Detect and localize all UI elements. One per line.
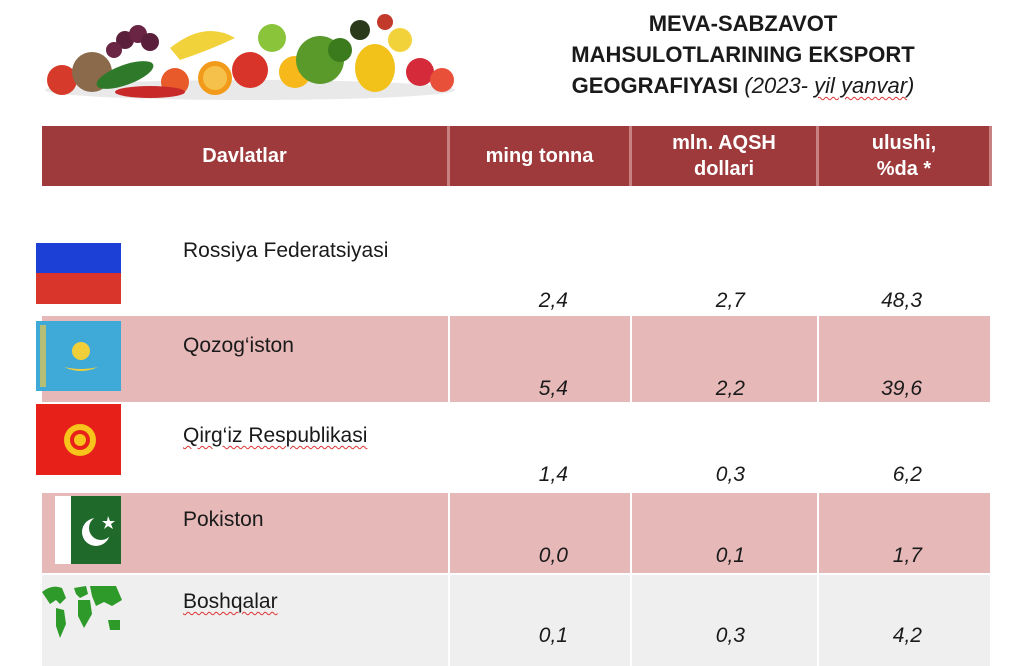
row-band-kazakhstan [42, 316, 990, 402]
tonnes-value: 1,4 [538, 463, 568, 486]
usd-value: 0,3 [715, 463, 745, 486]
share-value: 6,2 [892, 463, 922, 486]
row-band-others [42, 575, 990, 666]
share-value: 48,3 [881, 289, 922, 312]
header-usd: mln. AQSH dollari [632, 126, 819, 186]
share-value: 1,7 [892, 544, 922, 567]
title-date-close: ) [907, 73, 915, 98]
header-countries-label: Davlatlar [202, 145, 287, 167]
usd-value: 2,7 [715, 289, 745, 312]
title-line-1: MEVA-SABZAVOT [648, 11, 838, 36]
header-share-line2: %da * [876, 158, 932, 180]
pakistan-flag [55, 496, 121, 564]
tonnes-value: 5,4 [538, 377, 568, 400]
page-title: MEVA-SABZAVOT MAHSULOTLARINING EKSPORT G… [508, 8, 978, 101]
title-date: yil yanvar [814, 73, 908, 98]
share-value: 39,6 [881, 377, 922, 400]
header-share: ulushi, %da * [819, 126, 992, 186]
tonnes-value: 0,0 [538, 544, 568, 567]
column-divider [448, 316, 450, 666]
usd-value: 0,3 [715, 624, 745, 647]
header-usd-line1: mln. AQSH [672, 132, 776, 154]
country-name-russia: Rossiya Federatsiyasi [183, 239, 389, 262]
country-name-others: Boshqalar [183, 590, 278, 613]
kyrgyzstan-flag [36, 404, 121, 475]
kazakhstan-flag [36, 321, 121, 391]
country-name-kyrgyzstan: Qirg‘iz Respublikasi [183, 424, 368, 447]
usd-value: 0,1 [715, 544, 745, 567]
column-divider [630, 316, 632, 666]
column-divider [817, 316, 819, 666]
title-date-open: (2023- [744, 73, 808, 98]
title-line-3-bold: GEOGRAFIYASI [571, 73, 739, 98]
row-band-pakistan [42, 493, 990, 573]
title-line-3: GEOGRAFIYASI (2023- yil yanvar) [508, 70, 978, 101]
usd-value: 2,2 [715, 377, 745, 400]
russia-flag [36, 243, 121, 304]
tonnes-value: 2,4 [538, 289, 568, 312]
header-tonnes: ming tonna [450, 126, 632, 186]
share-value: 4,2 [892, 624, 922, 647]
header-share-line1: ulushi, [871, 132, 937, 154]
country-name-kazakhstan: Qozog‘iston [183, 334, 294, 357]
header-usd-line2: dollari [693, 158, 754, 180]
header-countries: Davlatlar [42, 126, 450, 186]
tonnes-value: 0,1 [538, 624, 568, 647]
country-name-pakistan: Pokiston [183, 508, 264, 531]
title-line-2: MAHSULOTLARINING EKSPORT [571, 42, 915, 67]
fruits-vegetables-image [45, 14, 455, 100]
header-tonnes-label: ming tonna [485, 145, 594, 167]
world-map-icon [42, 586, 122, 638]
